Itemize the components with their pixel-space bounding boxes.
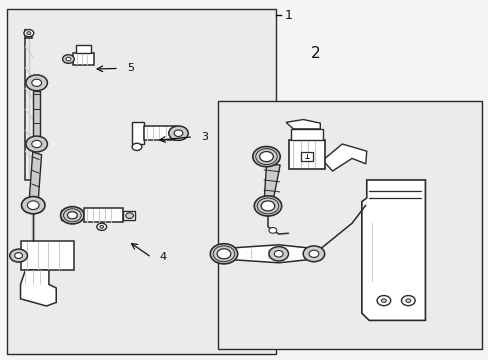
Polygon shape	[224, 245, 312, 263]
Circle shape	[66, 57, 71, 61]
Text: 4: 4	[160, 252, 167, 262]
Circle shape	[381, 299, 386, 302]
Circle shape	[252, 147, 280, 167]
Circle shape	[303, 246, 324, 262]
Circle shape	[24, 30, 34, 37]
Bar	[7, 9, 276, 354]
Polygon shape	[20, 270, 56, 306]
Text: 3: 3	[201, 132, 208, 142]
Circle shape	[97, 223, 106, 230]
Bar	[20, 241, 74, 270]
Bar	[76, 45, 91, 53]
Bar	[144, 126, 176, 140]
Circle shape	[15, 253, 22, 258]
Circle shape	[261, 201, 274, 211]
Circle shape	[62, 55, 74, 63]
Circle shape	[32, 140, 41, 148]
Polygon shape	[29, 152, 41, 202]
Circle shape	[125, 213, 133, 219]
Circle shape	[132, 143, 142, 150]
Circle shape	[405, 299, 410, 302]
Text: 1: 1	[284, 9, 292, 22]
Polygon shape	[25, 29, 32, 38]
Circle shape	[174, 130, 183, 136]
Circle shape	[27, 201, 39, 210]
Circle shape	[308, 250, 318, 257]
Circle shape	[274, 251, 283, 257]
Circle shape	[10, 249, 27, 262]
Circle shape	[168, 126, 188, 140]
Circle shape	[26, 75, 47, 91]
Circle shape	[100, 225, 103, 228]
Bar	[84, 208, 123, 222]
Text: 5: 5	[127, 63, 134, 73]
Circle shape	[67, 212, 77, 219]
Bar	[132, 122, 144, 144]
Circle shape	[217, 249, 230, 259]
Polygon shape	[361, 180, 425, 320]
Bar	[300, 152, 312, 161]
Polygon shape	[33, 91, 40, 140]
Polygon shape	[264, 165, 280, 202]
Circle shape	[26, 136, 47, 152]
Circle shape	[32, 79, 41, 86]
Circle shape	[21, 197, 45, 214]
Bar	[290, 129, 322, 140]
Circle shape	[210, 244, 237, 264]
Bar	[288, 140, 325, 169]
Circle shape	[27, 32, 31, 35]
Circle shape	[254, 196, 281, 216]
Polygon shape	[322, 144, 366, 171]
Circle shape	[259, 152, 273, 162]
Bar	[73, 53, 94, 65]
Bar	[61, 210, 73, 220]
Text: 2: 2	[310, 46, 320, 62]
Bar	[217, 101, 481, 349]
Bar	[123, 211, 135, 220]
Circle shape	[268, 247, 288, 261]
Circle shape	[401, 296, 414, 306]
Circle shape	[376, 296, 390, 306]
Polygon shape	[285, 120, 320, 129]
Circle shape	[61, 207, 84, 224]
Circle shape	[268, 228, 276, 233]
